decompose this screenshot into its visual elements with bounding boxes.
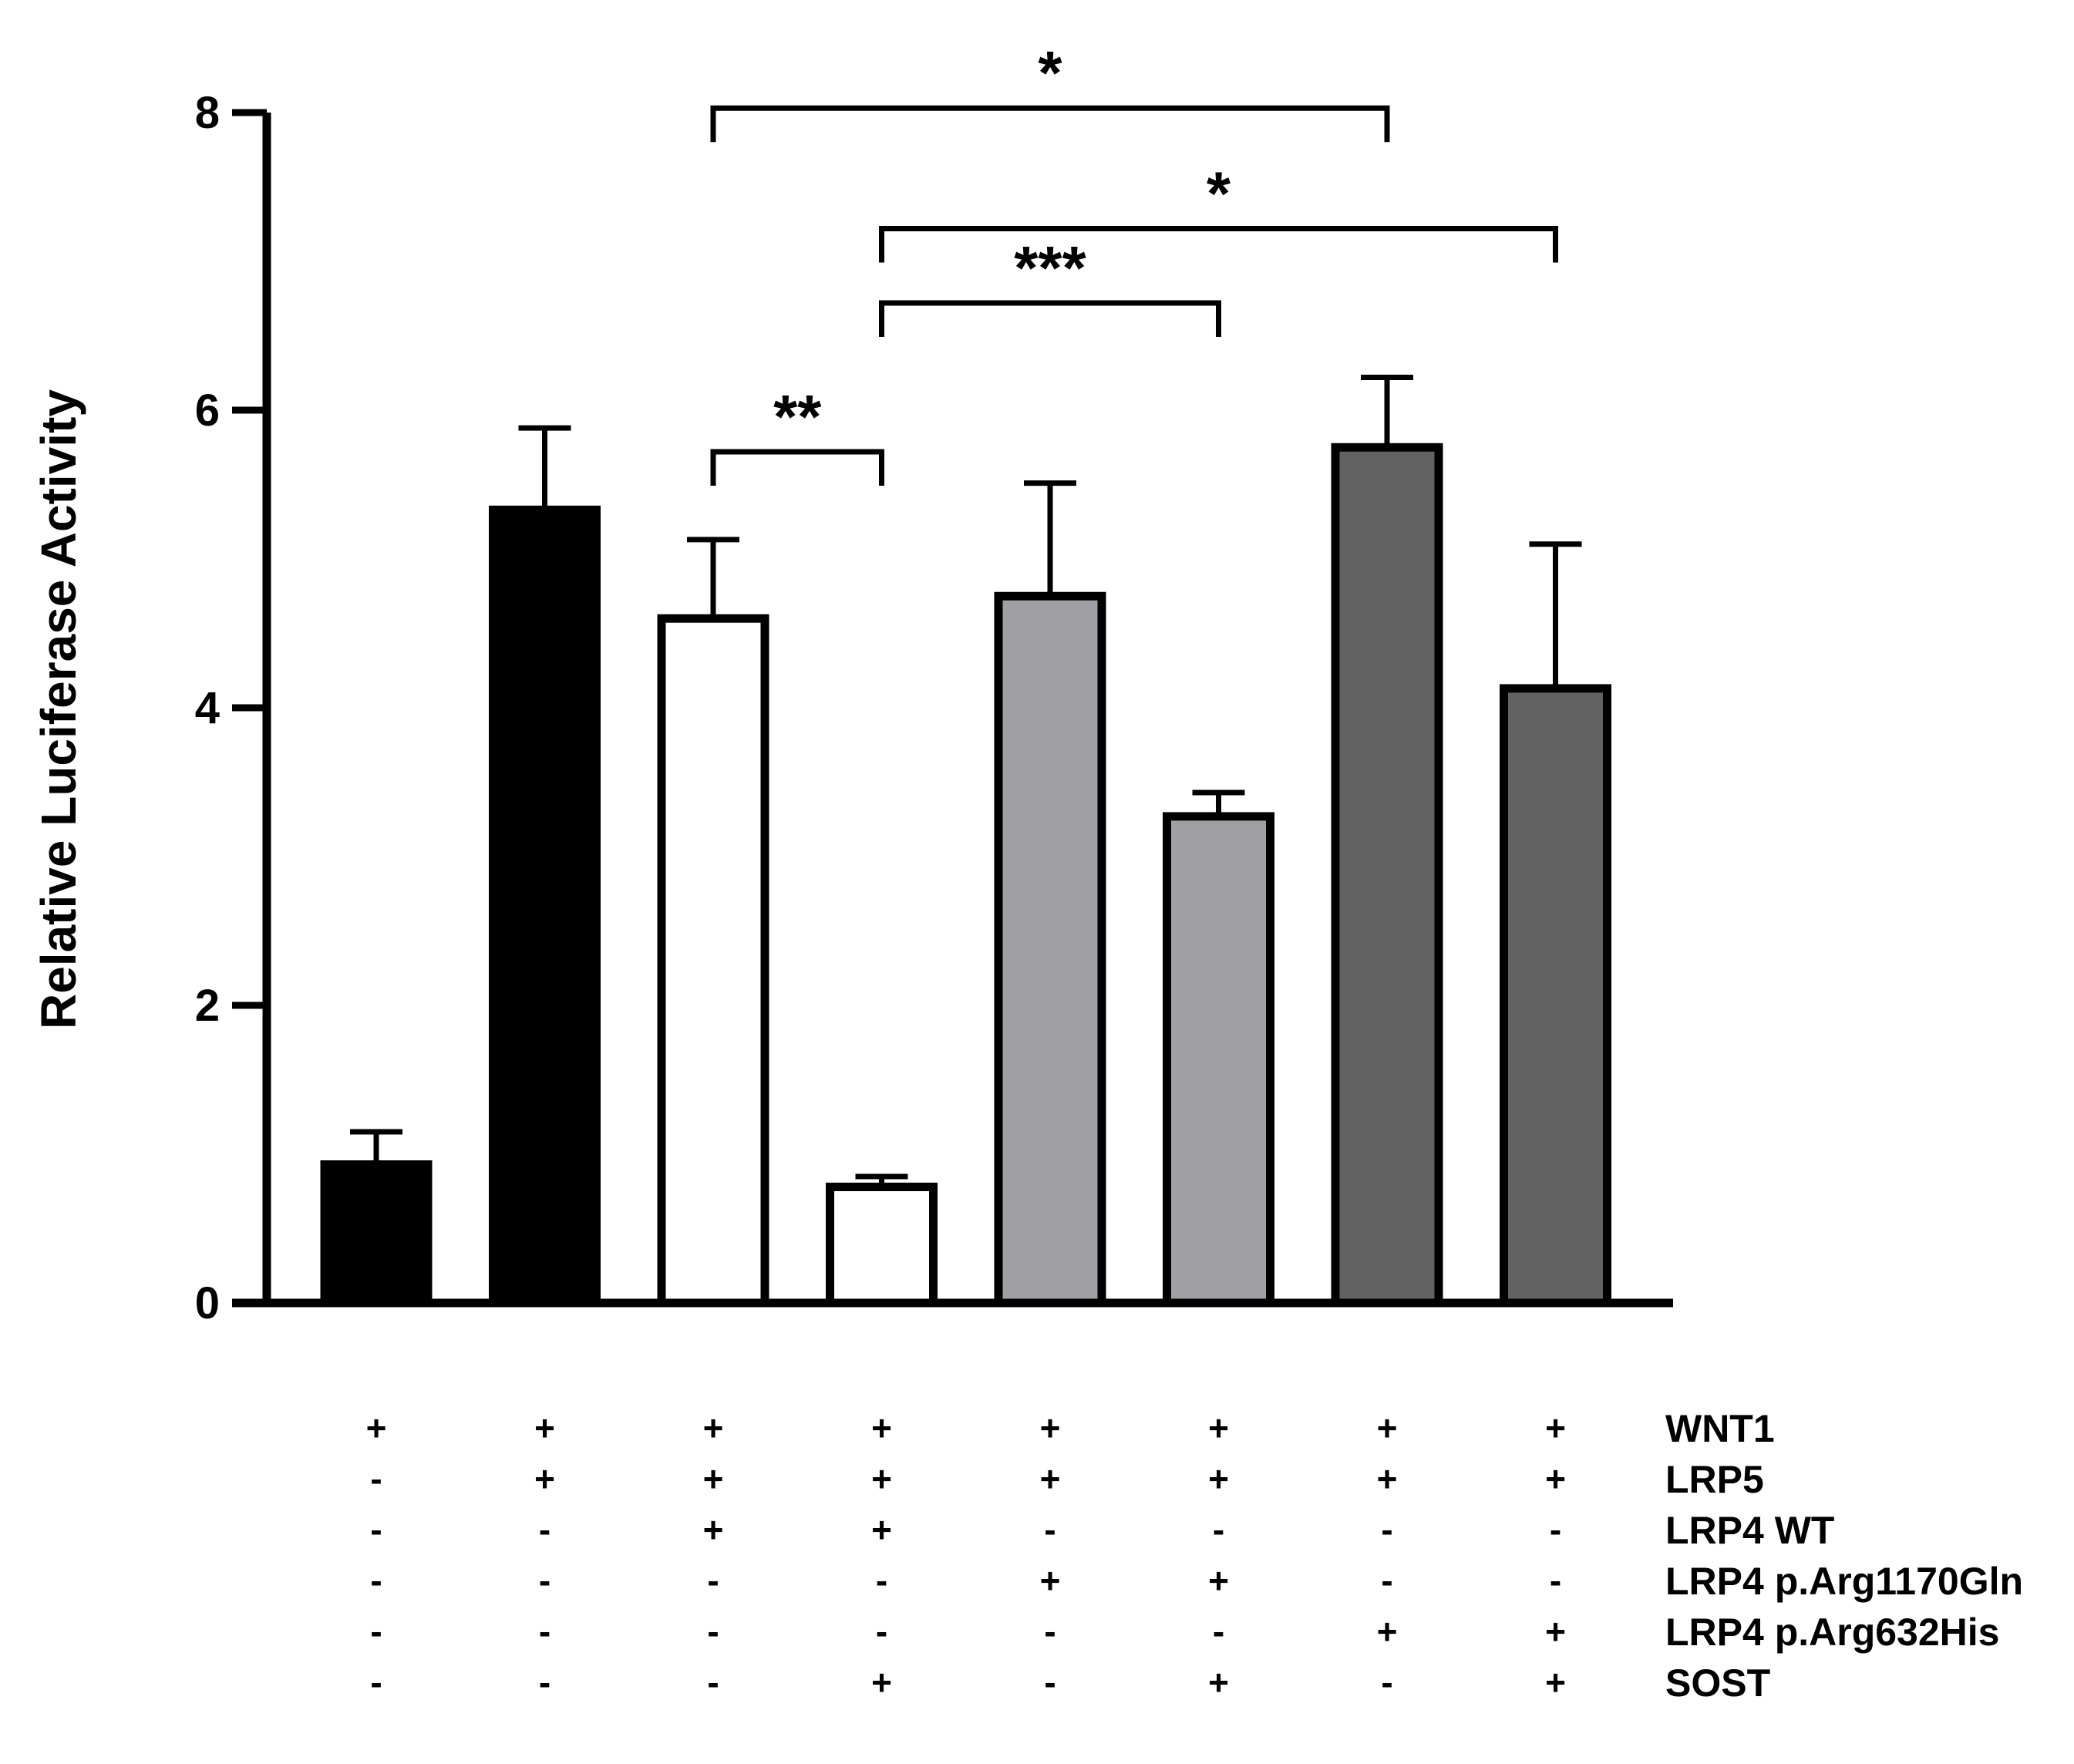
bar (1331, 443, 1443, 1308)
significance-bracket (710, 105, 1390, 143)
condition-mark: - (370, 1560, 382, 1601)
condition-mark: - (1550, 1560, 1561, 1601)
condition-row-label: LRP5 (1665, 1458, 1764, 1501)
condition-mark: + (1545, 1459, 1566, 1499)
y-tick-label: 2 (195, 981, 220, 1031)
significance-label: * (1207, 160, 1231, 228)
condition-mark: - (876, 1611, 887, 1651)
bar (657, 614, 769, 1308)
condition-mark: - (1213, 1611, 1224, 1651)
y-axis-label: Relative Luciferase Activity (31, 389, 86, 1029)
condition-mark: + (1040, 1408, 1061, 1448)
condition-mark: - (539, 1560, 550, 1601)
condition-mark: - (1381, 1510, 1392, 1550)
condition-mark: + (1208, 1459, 1229, 1499)
condition-table: + + + + + + + + WNT1 - + + + + + + + LRP5 - - + + - - - - LRP4 WT -… (366, 1407, 2023, 1705)
condition-mark: + (703, 1408, 724, 1448)
condition-mark: - (1213, 1510, 1224, 1550)
condition-mark: + (534, 1408, 555, 1448)
condition-row-label: LRP4 WT (1665, 1509, 1834, 1552)
condition-mark: + (1377, 1459, 1398, 1499)
condition-mark: - (1044, 1662, 1056, 1702)
significance-bracket (879, 226, 1558, 263)
condition-mark: + (1208, 1408, 1229, 1448)
bar (826, 1182, 938, 1308)
condition-row-label: SOST (1665, 1661, 1770, 1705)
condition-mark: + (871, 1510, 892, 1550)
condition-row-label: WNT1 (1665, 1407, 1775, 1450)
condition-mark: + (534, 1459, 555, 1499)
condition-mark: - (539, 1662, 550, 1702)
bar (994, 591, 1106, 1308)
condition-mark: + (1208, 1662, 1229, 1702)
condition-mark: + (871, 1408, 892, 1448)
condition-mark: + (1208, 1560, 1229, 1601)
condition-mark: + (1377, 1611, 1398, 1651)
condition-row-label: LRP4 p.Arg632His (1665, 1611, 1999, 1654)
condition-mark: - (707, 1662, 719, 1702)
condition-mark: - (370, 1510, 382, 1550)
y-tick-label: 4 (195, 683, 220, 733)
bar (489, 505, 601, 1308)
axes: 0 2 4 6 8 (195, 88, 1673, 1328)
significance-label: * (1038, 39, 1062, 107)
significance-label: *** (1014, 234, 1086, 302)
condition-mark: - (707, 1560, 719, 1601)
condition-mark: + (1545, 1611, 1566, 1651)
condition-mark: + (1377, 1408, 1398, 1448)
condition-mark: - (707, 1611, 719, 1651)
condition-row-label: LRP4 p.Arg1170Gln (1665, 1560, 2023, 1603)
bars-group (320, 443, 1611, 1308)
bar (1163, 812, 1274, 1308)
condition-mark: + (366, 1408, 387, 1448)
bar (1500, 684, 1611, 1308)
condition-mark: + (1040, 1459, 1061, 1499)
condition-mark: - (1381, 1662, 1392, 1702)
y-tick-label: 8 (195, 88, 220, 138)
error-bars-group (350, 375, 1582, 1187)
condition-mark: + (871, 1459, 892, 1499)
y-tick-label: 0 (195, 1278, 220, 1328)
significance-group: ******* (710, 39, 1558, 486)
bar (320, 1160, 433, 1308)
condition-mark: + (703, 1459, 724, 1499)
condition-mark: - (876, 1560, 887, 1601)
condition-mark: + (703, 1510, 724, 1550)
condition-mark: - (1044, 1611, 1056, 1651)
condition-mark: + (1545, 1408, 1566, 1448)
significance-label: ** (773, 382, 822, 451)
condition-mark: - (539, 1611, 550, 1651)
condition-mark: - (539, 1510, 550, 1550)
significance-bracket (879, 300, 1221, 338)
significance-bracket (710, 449, 884, 486)
condition-mark: - (370, 1611, 382, 1651)
condition-mark: - (1381, 1560, 1392, 1601)
condition-mark: - (1044, 1510, 1056, 1550)
condition-mark: + (1545, 1662, 1566, 1702)
condition-mark: - (1550, 1510, 1561, 1550)
condition-mark: + (1040, 1560, 1061, 1601)
y-tick-label: 6 (195, 385, 220, 436)
condition-mark: - (370, 1459, 382, 1499)
condition-mark: - (370, 1662, 382, 1702)
condition-mark: + (871, 1662, 892, 1702)
